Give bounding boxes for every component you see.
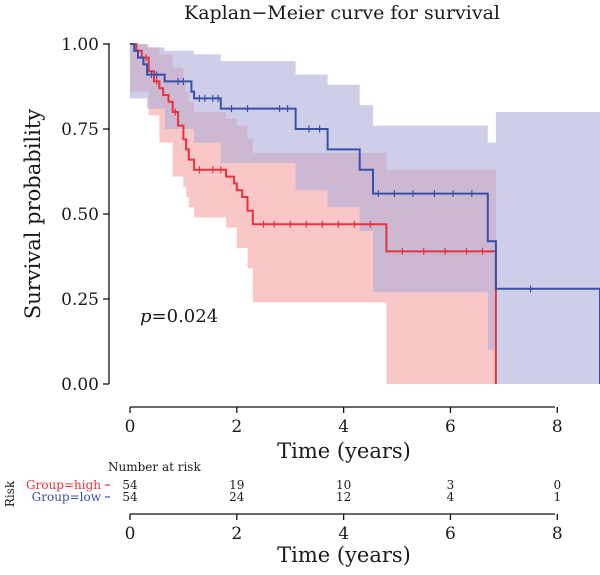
x-tick-label: 8	[552, 524, 563, 544]
risk-row-name-group-high: Group=high	[26, 478, 101, 492]
x-tick-label: 8	[552, 417, 563, 437]
p-value-prefix: p	[140, 306, 152, 327]
censor-marks	[145, 54, 532, 293]
y-ticks: 0.00 0.25 0.50 0.75 1.00	[61, 35, 109, 395]
y-tick-label: 0.00	[61, 375, 99, 395]
confidence-bands	[130, 44, 600, 384]
x-tick-label: 6	[445, 524, 456, 544]
risk-row-name-group-low: Group=low	[32, 490, 102, 504]
y-tick-label: 0.50	[61, 205, 99, 225]
survival-curve-group-high	[130, 43, 497, 384]
risk-count-group-low: 4	[447, 490, 455, 504]
risk-x-axis-title: Time (years)	[277, 543, 411, 567]
risk-count-group-low: 54	[122, 490, 138, 504]
x-tick-label: 0	[125, 524, 136, 544]
risk-count-group-low: 12	[336, 490, 351, 504]
y-tick-label: 1.00	[61, 35, 99, 55]
survival-curve-group-low	[130, 43, 600, 384]
risk-table: Group=high 54 19 10 3 0 Group=low 54 24 12 4 1	[26, 478, 561, 504]
y-tick-label: 0.75	[61, 120, 99, 140]
risk-count-group-high: 3	[447, 478, 455, 492]
x-tick-label: 2	[231, 417, 242, 437]
risk-count-group-low: 24	[229, 490, 245, 504]
risk-table-title: Number at risk	[108, 460, 201, 474]
p-value-label: p=0.024	[140, 306, 218, 327]
risk-count-group-high: 0	[553, 478, 561, 492]
survival-curves	[130, 43, 600, 384]
x-axis-title: Time (years)	[277, 439, 411, 463]
x-tick-label: 4	[338, 417, 349, 437]
x-tick-label: 4	[338, 524, 349, 544]
x-ticks: 0 2 4 6 8	[125, 407, 563, 437]
risk-row-label: Risk	[3, 480, 17, 507]
x-tick-label: 0	[125, 417, 136, 437]
risk-count-group-high: 54	[122, 478, 138, 492]
risk-count-group-low: 1	[553, 490, 561, 504]
risk-count-group-high: 19	[229, 478, 244, 492]
ci-band-group-low	[130, 44, 600, 384]
risk-x-ticks: 0 2 4 6 8	[125, 514, 563, 544]
y-axis-title: Survival probability	[21, 109, 45, 319]
x-tick-label: 2	[231, 524, 242, 544]
x-tick-label: 6	[445, 417, 456, 437]
risk-count-group-high: 10	[336, 478, 351, 492]
p-value-number: =0.024	[152, 306, 219, 327]
y-tick-label: 0.25	[61, 290, 99, 310]
chart-title: Kaplan−Meier curve for survival	[184, 2, 500, 24]
